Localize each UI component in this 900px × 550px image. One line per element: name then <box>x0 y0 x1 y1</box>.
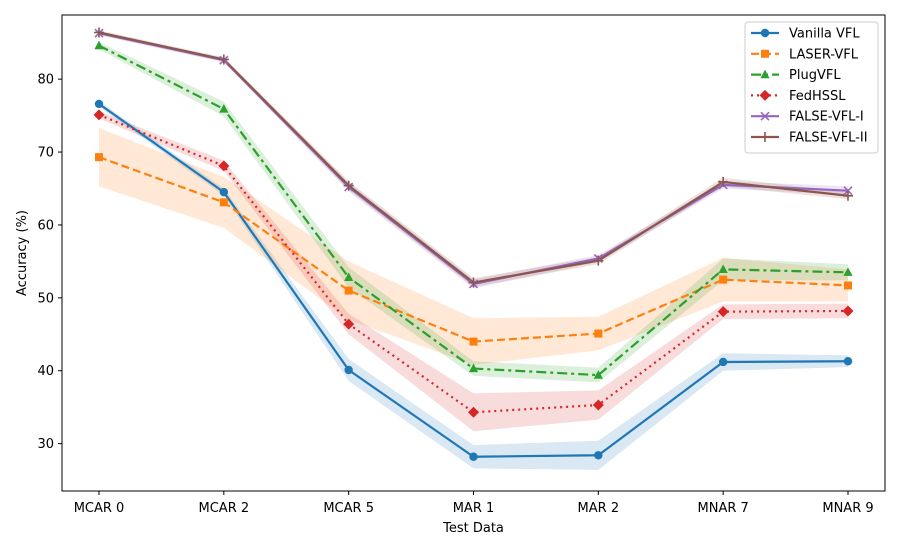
point-fedhssl-4 <box>592 399 604 411</box>
legend-marker <box>760 111 770 121</box>
point-false-vfl-ii-6 <box>843 190 853 201</box>
confidence-bands <box>99 30 848 470</box>
band-false-vfl-i <box>99 31 848 289</box>
point-plugvfl-0 <box>94 40 104 50</box>
point-fedhssl-6 <box>842 305 854 317</box>
legend-item-fedhssl: FedHSSL <box>751 89 846 104</box>
x-tick-label: MNAR 9 <box>822 501 873 516</box>
x-tick-label: MAR 1 <box>453 501 495 516</box>
legend-label: FALSE-VFL-I <box>789 110 864 125</box>
point-fedhssl-5 <box>717 306 729 318</box>
point-false-vfl-i-6 <box>843 186 853 196</box>
y-tick-label: 70 <box>37 146 54 161</box>
x-axis-ticks: MCAR 0 MCAR 2 MCAR 5 MAR 1 MAR 2 MNAR 7 MNAR 9 <box>74 491 874 516</box>
legend-marker <box>760 28 770 38</box>
y-tick-label: 50 <box>37 291 54 306</box>
y-axis-label: Accuracy (%) <box>15 210 30 296</box>
point-vanilla-vfl-5 <box>718 357 728 367</box>
point-vanilla-vfl-4 <box>594 451 603 460</box>
point-laser-vfl-6 <box>844 281 852 290</box>
legend-marker <box>760 132 770 142</box>
y-tick-label: 80 <box>37 73 54 88</box>
x-tick-label: MAR 2 <box>578 501 620 516</box>
point-false-vfl-ii-3 <box>468 277 479 288</box>
point-false-vfl-ii-2 <box>343 180 354 191</box>
legend-label: PlugVFL <box>789 68 841 83</box>
point-plugvfl-1 <box>219 104 229 113</box>
point-false-vfl-ii-5 <box>718 176 729 187</box>
point-fedhssl-1 <box>218 160 230 172</box>
point-laser-vfl-4 <box>594 329 603 338</box>
y-tick-label: 40 <box>37 364 54 379</box>
x-tick-label: MNAR 7 <box>698 501 749 516</box>
legend: Vanilla VFL LASER-VFL PlugVFL FedHSSL FALSE-… <box>744 21 879 154</box>
x-tick-label: MCAR 2 <box>199 501 250 516</box>
point-laser-vfl-1 <box>219 198 228 207</box>
point-fedhssl-2 <box>343 318 355 330</box>
point-laser-vfl-3 <box>469 337 478 346</box>
legend-item-false-vfl-ii: FALSE-VFL-II <box>751 131 868 146</box>
legend-item-laser-vfl: LASER-VFL <box>751 47 859 62</box>
point-false-vfl-ii-0 <box>94 27 104 38</box>
legend-label: LASER-VFL <box>789 47 859 62</box>
point-plugvfl-3 <box>468 363 479 373</box>
point-fedhssl-0 <box>93 109 105 121</box>
y-tick-label: 60 <box>37 218 54 233</box>
point-plugvfl-4 <box>593 370 603 379</box>
legend-item-false-vfl-i: FALSE-VFL-I <box>751 110 864 125</box>
point-laser-vfl-5 <box>719 275 728 284</box>
point-plugvfl-6 <box>843 267 853 276</box>
band-fedhssl <box>99 111 848 432</box>
point-laser-vfl-2 <box>344 286 353 295</box>
series-markers <box>93 27 854 461</box>
legend-label: FALSE-VFL-II <box>789 131 868 146</box>
point-laser-vfl-0 <box>95 153 103 162</box>
y-tick-label: 30 <box>37 437 54 452</box>
point-false-vfl-ii-1 <box>218 54 229 65</box>
point-vanilla-vfl-0 <box>94 99 104 109</box>
point-fedhssl-3 <box>468 406 479 418</box>
legend-marker <box>760 69 770 79</box>
point-vanilla-vfl-1 <box>219 187 229 197</box>
legend-marker <box>759 89 771 101</box>
x-axis-label: Test Data <box>442 521 504 536</box>
y-axis-ticks: 30 40 50 60 70 80 <box>37 73 62 452</box>
point-plugvfl-2 <box>344 272 354 282</box>
legend-item-plugvfl: PlugVFL <box>751 68 841 83</box>
x-tick-label: MCAR 5 <box>323 501 374 516</box>
point-vanilla-vfl-6 <box>843 357 853 366</box>
legend-label: FedHSSL <box>789 89 846 104</box>
point-vanilla-vfl-2 <box>344 365 353 375</box>
point-false-vfl-ii-4 <box>593 255 604 266</box>
legend-marker <box>761 49 769 58</box>
legend-label: Vanilla VFL <box>789 27 860 42</box>
point-plugvfl-5 <box>718 264 728 274</box>
legend-item-vanilla-vfl: Vanilla VFL <box>751 27 860 42</box>
point-vanilla-vfl-3 <box>469 452 478 461</box>
x-tick-label: MCAR 0 <box>74 501 125 516</box>
